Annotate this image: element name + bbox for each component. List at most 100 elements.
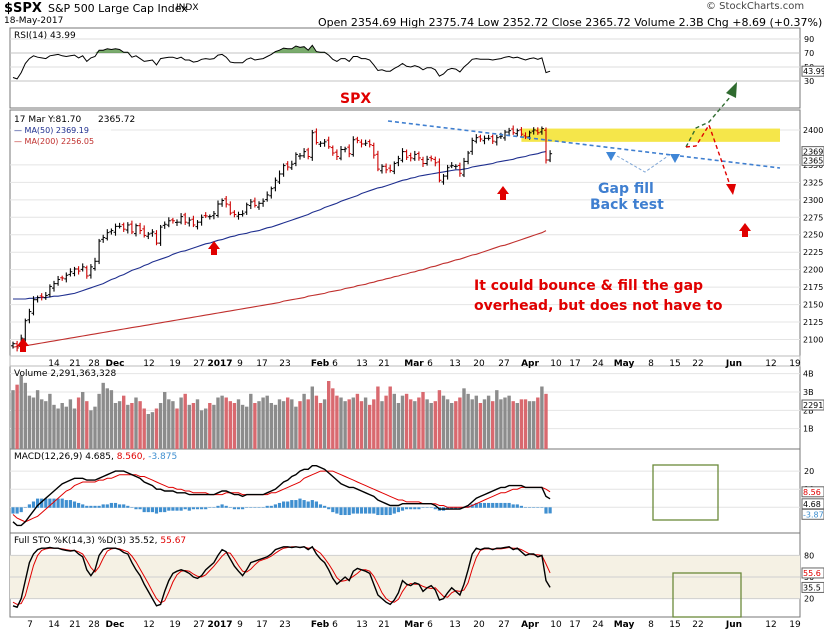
macd-histogram-bar bbox=[355, 507, 359, 514]
bottom-x-tick: 13 bbox=[356, 620, 367, 629]
macd-value-tag: 8.56 bbox=[803, 488, 821, 497]
sto-k-line bbox=[12, 545, 551, 609]
ohlc-readout: Open 2354.69 High 2375.74 Low 2352.72 Cl… bbox=[318, 16, 823, 29]
volume-bar bbox=[187, 404, 191, 449]
blue-down-marker bbox=[606, 152, 616, 161]
price-x-tick: 14 bbox=[48, 359, 60, 369]
red-up-arrow bbox=[208, 241, 220, 255]
red-up-arrow bbox=[739, 223, 751, 237]
macd-histogram-bar bbox=[261, 507, 265, 508]
volume-bar bbox=[265, 395, 269, 449]
volume-bar bbox=[68, 399, 73, 449]
volume-bar bbox=[474, 395, 478, 449]
macd-value-tag: 4.68 bbox=[803, 500, 821, 509]
bottom-x-tick: Dec bbox=[106, 620, 125, 629]
price-x-tick: 19 bbox=[169, 359, 181, 369]
macd-histogram-bar bbox=[232, 507, 236, 510]
volume-bar bbox=[433, 401, 437, 449]
volume-bar bbox=[204, 408, 208, 449]
macd-histogram-bar bbox=[236, 507, 241, 510]
bottom-x-tick: 17 bbox=[569, 620, 580, 629]
sto-legend: Full STO %K(14,3) %D(3) 35.52, 55.67 bbox=[14, 536, 186, 546]
macd-histogram-bar bbox=[228, 507, 232, 508]
rsi-tick-label: 70 bbox=[804, 49, 814, 58]
volume-bar bbox=[454, 401, 458, 449]
blue-down-marker bbox=[670, 154, 680, 163]
red-arrowhead bbox=[726, 184, 736, 195]
price-tick-label: 2225 bbox=[803, 248, 823, 257]
macd-histogram-bar bbox=[474, 502, 478, 508]
volume-bar bbox=[347, 399, 351, 449]
macd-histogram-bar bbox=[491, 502, 495, 508]
sto-tag-box bbox=[801, 567, 824, 579]
macd-histogram-bar bbox=[495, 502, 499, 508]
macd-histogram-bar bbox=[154, 507, 159, 514]
macd-histogram-bar bbox=[23, 507, 27, 508]
price-x-tick: 24 bbox=[592, 359, 604, 369]
macd-histogram-bar bbox=[97, 505, 101, 508]
volume-bar bbox=[72, 408, 77, 449]
volume-bar bbox=[212, 404, 216, 449]
volume-bar bbox=[142, 408, 146, 449]
volume-bar bbox=[450, 403, 454, 449]
macd-tag-box bbox=[801, 508, 824, 520]
volume-bar bbox=[314, 395, 319, 449]
volume-bar bbox=[302, 393, 306, 449]
macd-histogram-bar bbox=[433, 507, 437, 510]
bottom-x-tick: 6 bbox=[332, 620, 338, 629]
sto-tag-box bbox=[801, 581, 824, 593]
volume-bar bbox=[167, 399, 171, 449]
macd-histogram-bar bbox=[265, 505, 269, 508]
macd-histogram-bar bbox=[134, 507, 138, 510]
backtest-path bbox=[616, 155, 669, 173]
macd-histogram-bar bbox=[159, 507, 163, 513]
macd-histogram-bar bbox=[257, 507, 261, 508]
volume-bar bbox=[335, 395, 339, 449]
macd-histogram-bar bbox=[277, 502, 282, 508]
price-x-tick: 6 bbox=[332, 359, 338, 369]
macd-histogram-bar bbox=[195, 507, 200, 510]
macd-histogram-bar bbox=[343, 507, 347, 516]
macd-histogram-bar bbox=[540, 507, 544, 508]
price-x-tick: 19 bbox=[789, 359, 801, 369]
volume-bar bbox=[458, 397, 462, 449]
red-up-arrow bbox=[17, 338, 29, 352]
price-tick-label: 2200 bbox=[803, 266, 823, 275]
price-tick-label: 2325 bbox=[803, 178, 823, 187]
macd-histogram-bar bbox=[163, 507, 167, 513]
macd-histogram-bar bbox=[286, 501, 290, 508]
macd-histogram-bar bbox=[372, 507, 376, 514]
macd-histogram-bar bbox=[212, 507, 216, 508]
price-tick-label: 2250 bbox=[803, 231, 823, 240]
macd-histogram-bar bbox=[376, 507, 380, 516]
macd-histogram-bar bbox=[396, 507, 400, 513]
volume-bar bbox=[240, 404, 245, 449]
volume-bar bbox=[31, 397, 36, 449]
macd-histogram-bar bbox=[113, 502, 118, 508]
volume-bar bbox=[97, 393, 101, 449]
volume-bar bbox=[269, 403, 273, 449]
bull-projection bbox=[685, 95, 732, 148]
volume-bar bbox=[322, 399, 327, 449]
bottom-x-tick: 8 bbox=[648, 620, 654, 629]
macd-histogram-bar bbox=[323, 505, 327, 508]
bottom-x-tick: 19 bbox=[169, 620, 181, 629]
macd-histogram-bar bbox=[429, 507, 433, 508]
volume-bar bbox=[183, 393, 187, 449]
price-legend-value: 2365.72 bbox=[98, 115, 135, 125]
volume-bar bbox=[470, 399, 474, 449]
macd-line bbox=[12, 465, 551, 527]
volume-bar bbox=[163, 392, 167, 449]
bottom-x-tick: 21 bbox=[69, 620, 80, 629]
macd-histogram-bar bbox=[72, 501, 77, 508]
macd-histogram-bar bbox=[478, 502, 482, 508]
macd-histogram-bar bbox=[458, 507, 462, 510]
macd-histogram-bar bbox=[273, 504, 277, 508]
macd-histogram-bar bbox=[519, 505, 523, 508]
price-x-tick: 21 bbox=[378, 359, 389, 369]
macd-histogram-bar bbox=[306, 501, 310, 508]
volume-bar bbox=[437, 390, 442, 449]
rsi-overbought-fill bbox=[13, 45, 551, 53]
volume-bar bbox=[359, 401, 364, 449]
price-x-tick: 27 bbox=[193, 359, 204, 369]
